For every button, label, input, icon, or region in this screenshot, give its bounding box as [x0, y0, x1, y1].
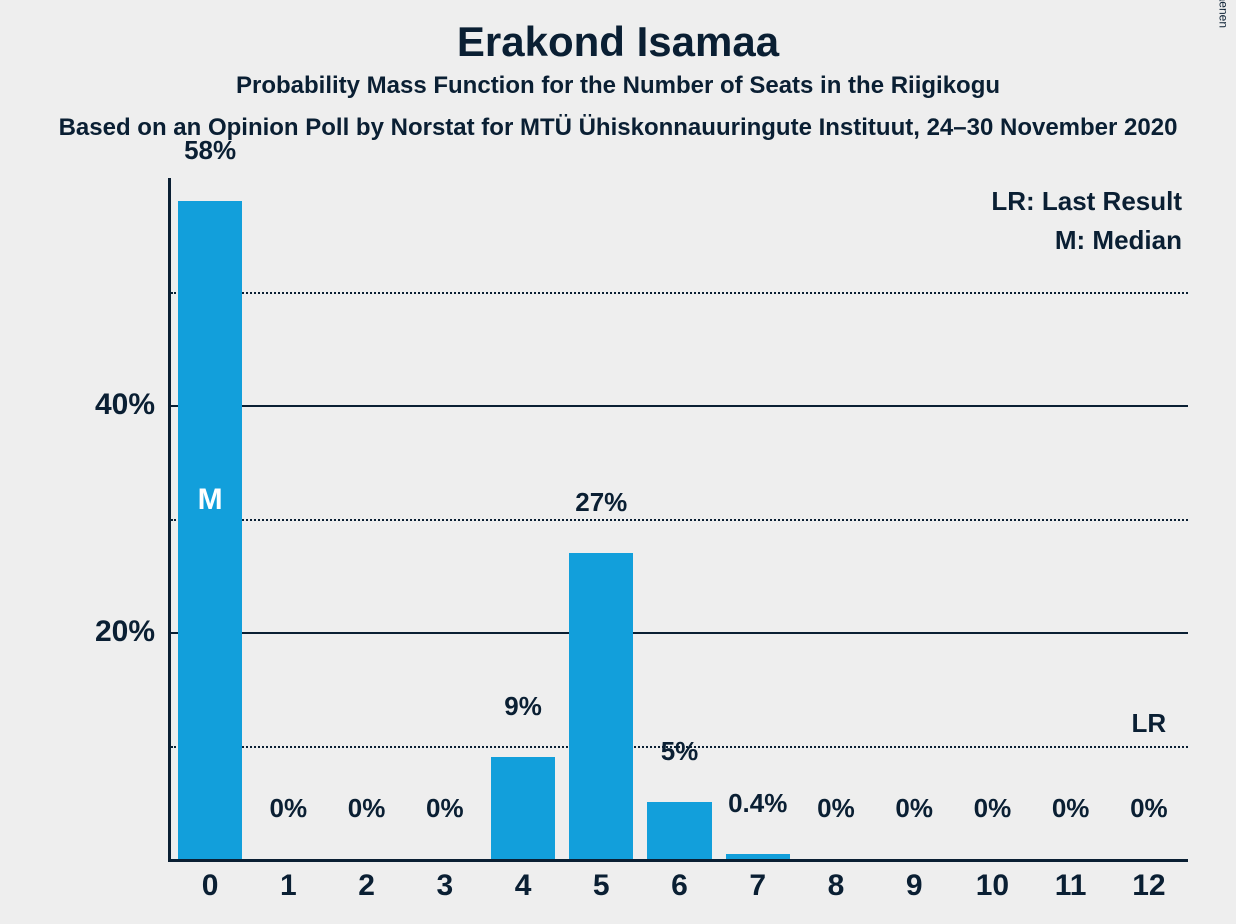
gridline-minor [171, 519, 1188, 521]
chart-subtitle: Probability Mass Function for the Number… [0, 72, 1236, 100]
gridline-major [171, 632, 1188, 634]
median-marker: M [198, 483, 223, 517]
bar [569, 553, 633, 859]
x-axis-tick-label: 5 [593, 869, 610, 903]
gridline-major [171, 405, 1188, 407]
x-axis-tick-label: 1 [280, 869, 297, 903]
chart-title: Erakond Isamaa [0, 18, 1236, 66]
x-axis-tick-label: 4 [515, 869, 532, 903]
legend-lr: LR: Last Result [991, 182, 1182, 221]
y-axis-tick-label: 20% [95, 615, 155, 649]
bar-value-label: 0% [895, 793, 933, 824]
x-axis-tick-label: 10 [976, 869, 1009, 903]
bar [491, 757, 555, 859]
bar-value-label: 58% [184, 135, 236, 166]
bar [178, 201, 242, 859]
bar-value-label: 0% [270, 793, 308, 824]
x-axis-tick-label: 0 [202, 869, 219, 903]
copyright-text: © 2020 Filip van Laenen [1216, 0, 1230, 28]
y-axis-tick-label: 40% [95, 388, 155, 422]
chart-container: LR: Last Result M: Median 20%40%58%0M0%1… [48, 178, 1188, 922]
x-axis-tick-label: 8 [828, 869, 845, 903]
bar-value-label: 9% [504, 691, 542, 722]
bar-value-label: 27% [575, 487, 627, 518]
bar-value-label: 0% [1052, 793, 1090, 824]
legend-m: M: Median [991, 221, 1182, 260]
bar-value-label: 0% [817, 793, 855, 824]
bar-value-label: 0% [1130, 793, 1168, 824]
last-result-marker: LR [1132, 708, 1167, 739]
bar-value-label: 0.4% [728, 788, 787, 819]
x-axis-tick-label: 3 [436, 869, 453, 903]
plot-area: LR: Last Result M: Median 20%40%58%0M0%1… [168, 178, 1188, 862]
x-axis-tick-label: 11 [1055, 869, 1087, 903]
x-axis-tick-label: 9 [906, 869, 923, 903]
bar-value-label: 0% [974, 793, 1012, 824]
x-axis-tick-label: 6 [671, 869, 688, 903]
x-axis-tick-label: 2 [358, 869, 375, 903]
gridline-minor [171, 292, 1188, 294]
bar [726, 854, 790, 859]
bar-value-label: 5% [661, 736, 699, 767]
bar-value-label: 0% [348, 793, 386, 824]
bar-value-label: 0% [426, 793, 464, 824]
legend: LR: Last Result M: Median [991, 182, 1182, 260]
bar [647, 802, 711, 859]
x-axis-tick-label: 7 [749, 869, 766, 903]
x-axis-tick-label: 12 [1132, 869, 1165, 903]
